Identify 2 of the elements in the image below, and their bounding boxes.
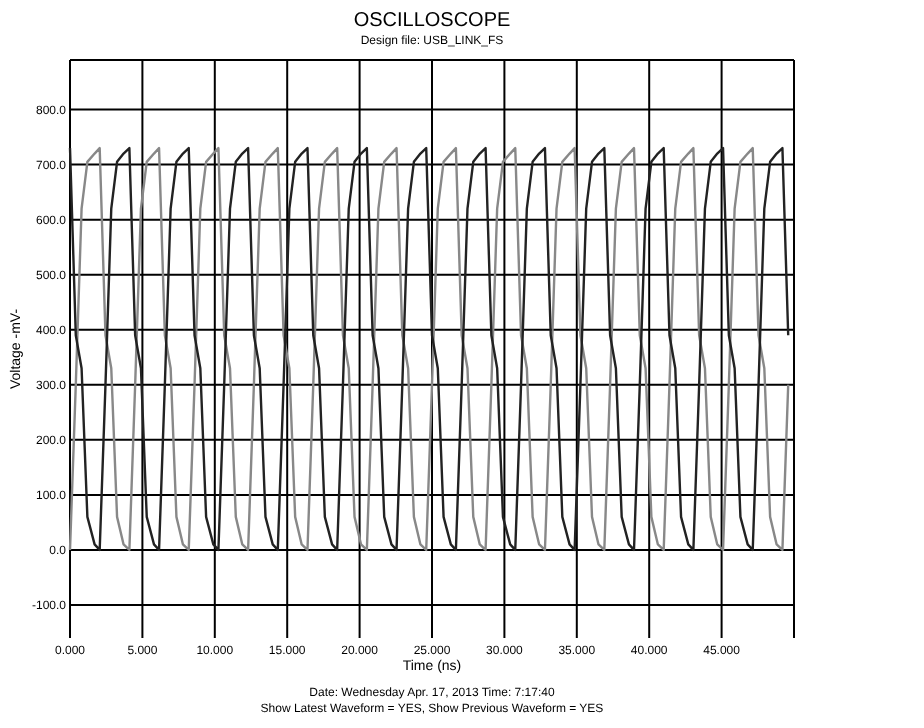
line-series [68,146,790,552]
chart-title: OSCILLOSCOPE [353,10,512,32]
